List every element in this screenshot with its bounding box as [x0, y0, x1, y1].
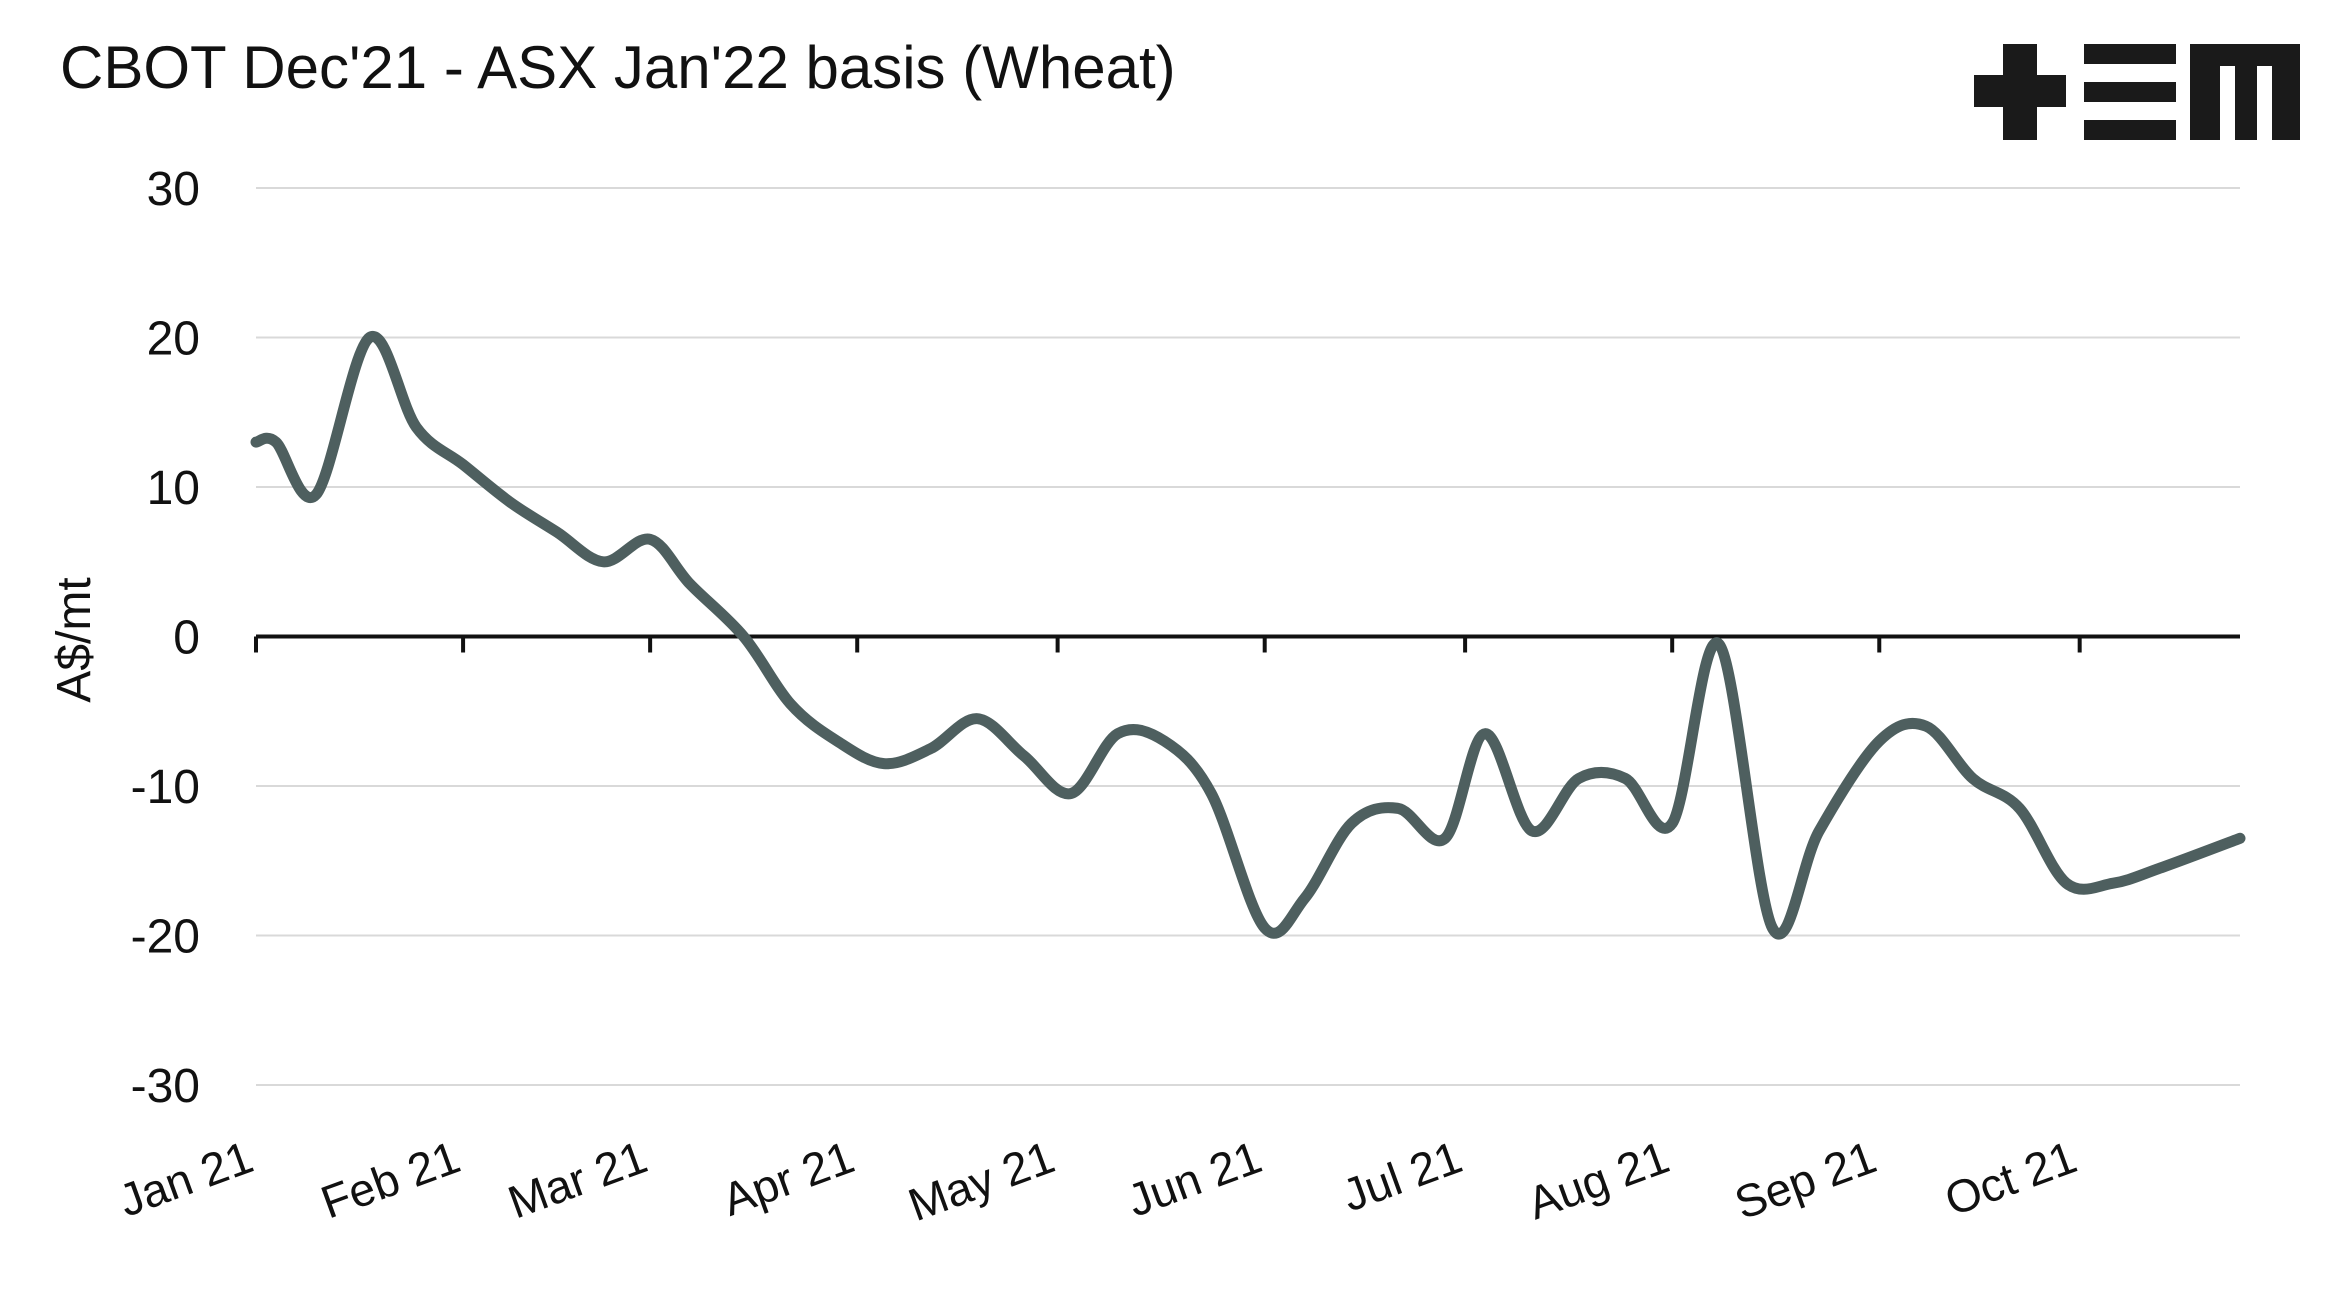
y-tick-label: 10: [147, 462, 200, 515]
x-tick-label: Aug 21: [1521, 1131, 1676, 1230]
x-tick-label: Feb 21: [314, 1131, 466, 1229]
x-tick-label: Jan 21: [112, 1131, 260, 1227]
equals-mark: [2084, 44, 2176, 140]
y-tick-label: 20: [147, 313, 200, 366]
gridlines: [256, 187, 2240, 1086]
x-axis-ticks: Jan 21 Feb 21 Mar 21 Apr 21 May 21 Jun 21 Jul …: [112, 1131, 2083, 1231]
brand-logo: [1974, 44, 2300, 140]
series-line: [250, 331, 2246, 940]
y-axis-label: A$/mt: [48, 577, 101, 702]
x-tick-label: Apr 21: [715, 1131, 860, 1226]
y-tick-label: -10: [131, 761, 200, 814]
x-tick-label: Mar 21: [501, 1131, 653, 1229]
x-tick-label: Jul 21: [1335, 1131, 1468, 1222]
y-tick-label: -30: [131, 1060, 200, 1113]
chart-title: CBOT Dec'21 - ASX Jan'22 basis (Wheat): [60, 34, 1176, 101]
plus-mark: [1974, 44, 2066, 140]
x-axis: [254, 634, 2240, 653]
y-tick-label: -20: [131, 911, 200, 964]
series: [250, 331, 2246, 940]
y-tick-label: 0: [173, 612, 200, 665]
x-tick-label: Oct 21: [1938, 1131, 2083, 1226]
x-tick-label: Jun 21: [1121, 1131, 1269, 1227]
y-tick-label: 30: [147, 163, 200, 216]
x-tick-label: May 21: [901, 1131, 1061, 1231]
y-axis-ticks: 30 20 10 0 -10 -20 -30: [131, 163, 200, 1113]
x-tick-label: Sep 21: [1728, 1131, 1883, 1230]
m-mark: [2190, 44, 2300, 140]
